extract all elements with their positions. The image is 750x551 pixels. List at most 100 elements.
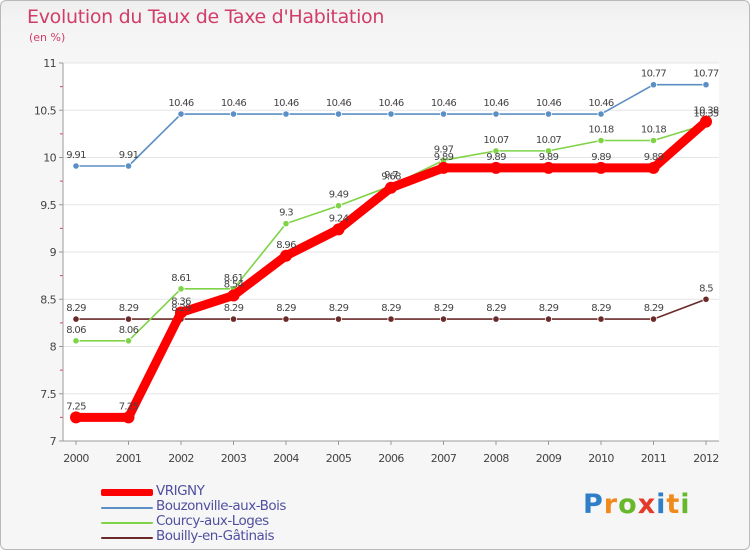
data-point-bouzonville [229, 110, 238, 118]
data-point-vrigny [490, 161, 502, 174]
x-tick-label: 2006 [378, 452, 404, 465]
data-point-vrigny [70, 411, 82, 424]
data-label-bouzonville: 9.91 [119, 150, 139, 161]
data-label-bouzonville: 10.46 [588, 98, 613, 109]
legend-label-bouzonville: Bouzonville-aux-Bois [156, 498, 286, 514]
data-point-courcy [282, 220, 290, 228]
data-label-courcy: 10.18 [588, 124, 613, 135]
chart-title: Evolution du Taux de Taxe d'Habitation [27, 6, 385, 28]
data-label-bouilly: 8.29 [119, 303, 139, 314]
data-label-courcy: 8.61 [224, 273, 244, 284]
data-label-bouzonville: 10.77 [693, 69, 718, 80]
legend-item-bouilly: Bouilly-en-Gâtinais [101, 528, 401, 545]
x-tick-label: 2000 [63, 452, 89, 465]
data-label-courcy: 8.61 [171, 273, 191, 284]
data-label-bouzonville: 10.46 [221, 98, 246, 109]
data-label-bouilly: 8.29 [66, 303, 86, 314]
logo-letter: r [603, 489, 619, 520]
series-layer [70, 81, 712, 424]
data-point-bouzonville [282, 110, 290, 118]
legend-swatch-courcy [101, 522, 153, 524]
data-label-bouilly: 8.29 [171, 303, 191, 314]
legend-item-vrigny: VRIGNY [101, 483, 401, 500]
y-tick-label: 10 [43, 152, 56, 165]
x-tick-label: 2002 [168, 452, 194, 465]
data-labels-layer: 8.29 8.29 8.29 8.29 8.29 8.29 8.29 8.29 8.29 8.29… [66, 69, 719, 413]
chart-subtitle: (en %) [29, 31, 66, 44]
data-label-bouilly: 8.29 [486, 303, 506, 314]
x-tick-label: 2004 [273, 452, 299, 465]
legend-swatch-bouzonville [101, 507, 153, 509]
logo-letter: i [656, 489, 667, 520]
data-point-vrigny [175, 306, 187, 319]
data-label-courcy: 9.3 [279, 208, 293, 219]
data-point-courcy [597, 136, 605, 145]
data-point-vrigny [437, 161, 450, 174]
data-label-courcy: 8.06 [66, 325, 86, 336]
x-tick-label: 2007 [431, 452, 457, 465]
legend-label-courcy: Courcy-aux-Loges [156, 513, 269, 529]
data-point-bouilly [229, 315, 238, 323]
data-point-vrigny [332, 223, 345, 236]
data-label-bouilly: 8.29 [276, 303, 296, 314]
x-tick-label: 2005 [326, 452, 352, 465]
y-tick-label: 9.5 [40, 199, 56, 212]
legend-label-vrigny: VRIGNY [156, 483, 205, 499]
data-point-vrigny [122, 411, 135, 424]
data-label-bouzonville: 10.46 [431, 98, 456, 109]
data-point-bouilly [387, 315, 395, 323]
data-label-bouzonville: 10.77 [641, 69, 666, 80]
x-tick-label: 2008 [483, 452, 509, 465]
data-label-bouzonville: 10.46 [168, 98, 193, 109]
data-label-vrigny: 9.89 [644, 152, 664, 163]
data-point-bouzonville [72, 162, 80, 170]
legend-swatch-vrigny [101, 489, 153, 496]
data-point-courcy [177, 285, 185, 293]
data-point-bouzonville [649, 81, 658, 89]
legend-item-courcy: Courcy-aux-Loges [101, 513, 401, 530]
data-label-bouzonville: 10.46 [483, 98, 508, 109]
data-point-vrigny [227, 289, 240, 302]
legend: VRIGNY Bouzonville-aux-Bois Courcy-aux-L… [101, 483, 401, 545]
data-label-courcy: 10.35 [693, 108, 718, 119]
data-label-vrigny: 9.89 [539, 152, 559, 163]
legend-swatch-bouilly [101, 537, 153, 539]
data-point-bouilly [124, 315, 133, 323]
data-point-vrigny [385, 181, 397, 194]
data-label-bouilly: 8.29 [224, 303, 244, 314]
data-point-bouilly [492, 315, 500, 323]
data-label-bouilly: 8.5 [699, 283, 713, 294]
data-point-bouilly [282, 315, 290, 323]
data-label-bouilly: 8.29 [539, 303, 559, 314]
y-tick-label: 10.5 [34, 104, 57, 117]
data-label-vrigny: 8.54 [224, 279, 244, 290]
data-label-vrigny: 8.96 [276, 240, 296, 251]
data-label-courcy: 10.07 [483, 135, 508, 146]
data-label-vrigny: 8.36 [171, 296, 191, 307]
data-point-bouilly [439, 315, 448, 323]
data-label-courcy: 10.18 [641, 124, 666, 135]
y-tick-label: 7 [50, 435, 57, 448]
axes: 7 7.5 8 8.5 9 9.5 10 10.5 11 2000 2001 2002 2003 2004… [34, 57, 719, 465]
data-point-vrigny [700, 115, 712, 128]
data-point-courcy [124, 337, 133, 345]
y-tick-label: 9 [50, 246, 57, 259]
data-point-vrigny [542, 161, 555, 174]
data-point-bouzonville [177, 110, 185, 118]
y-tick-label: 11 [43, 57, 56, 70]
x-tick-label: 2011 [641, 452, 667, 465]
data-point-courcy [544, 147, 553, 155]
data-point-courcy [334, 202, 343, 210]
data-point-courcy [72, 337, 80, 345]
data-label-vrigny: 9.68 [381, 172, 401, 183]
x-tick-label: 2012 [693, 452, 719, 465]
data-point-bouilly [649, 315, 658, 323]
data-point-courcy [492, 147, 500, 155]
x-tick-label: 2009 [536, 452, 562, 465]
data-point-bouzonville [387, 110, 395, 118]
data-label-vrigny: 9.89 [591, 152, 611, 163]
data-label-bouilly: 8.29 [591, 303, 611, 314]
legend-item-bouzonville: Bouzonville-aux-Bois [101, 498, 401, 515]
data-label-bouzonville: 10.46 [273, 98, 298, 109]
